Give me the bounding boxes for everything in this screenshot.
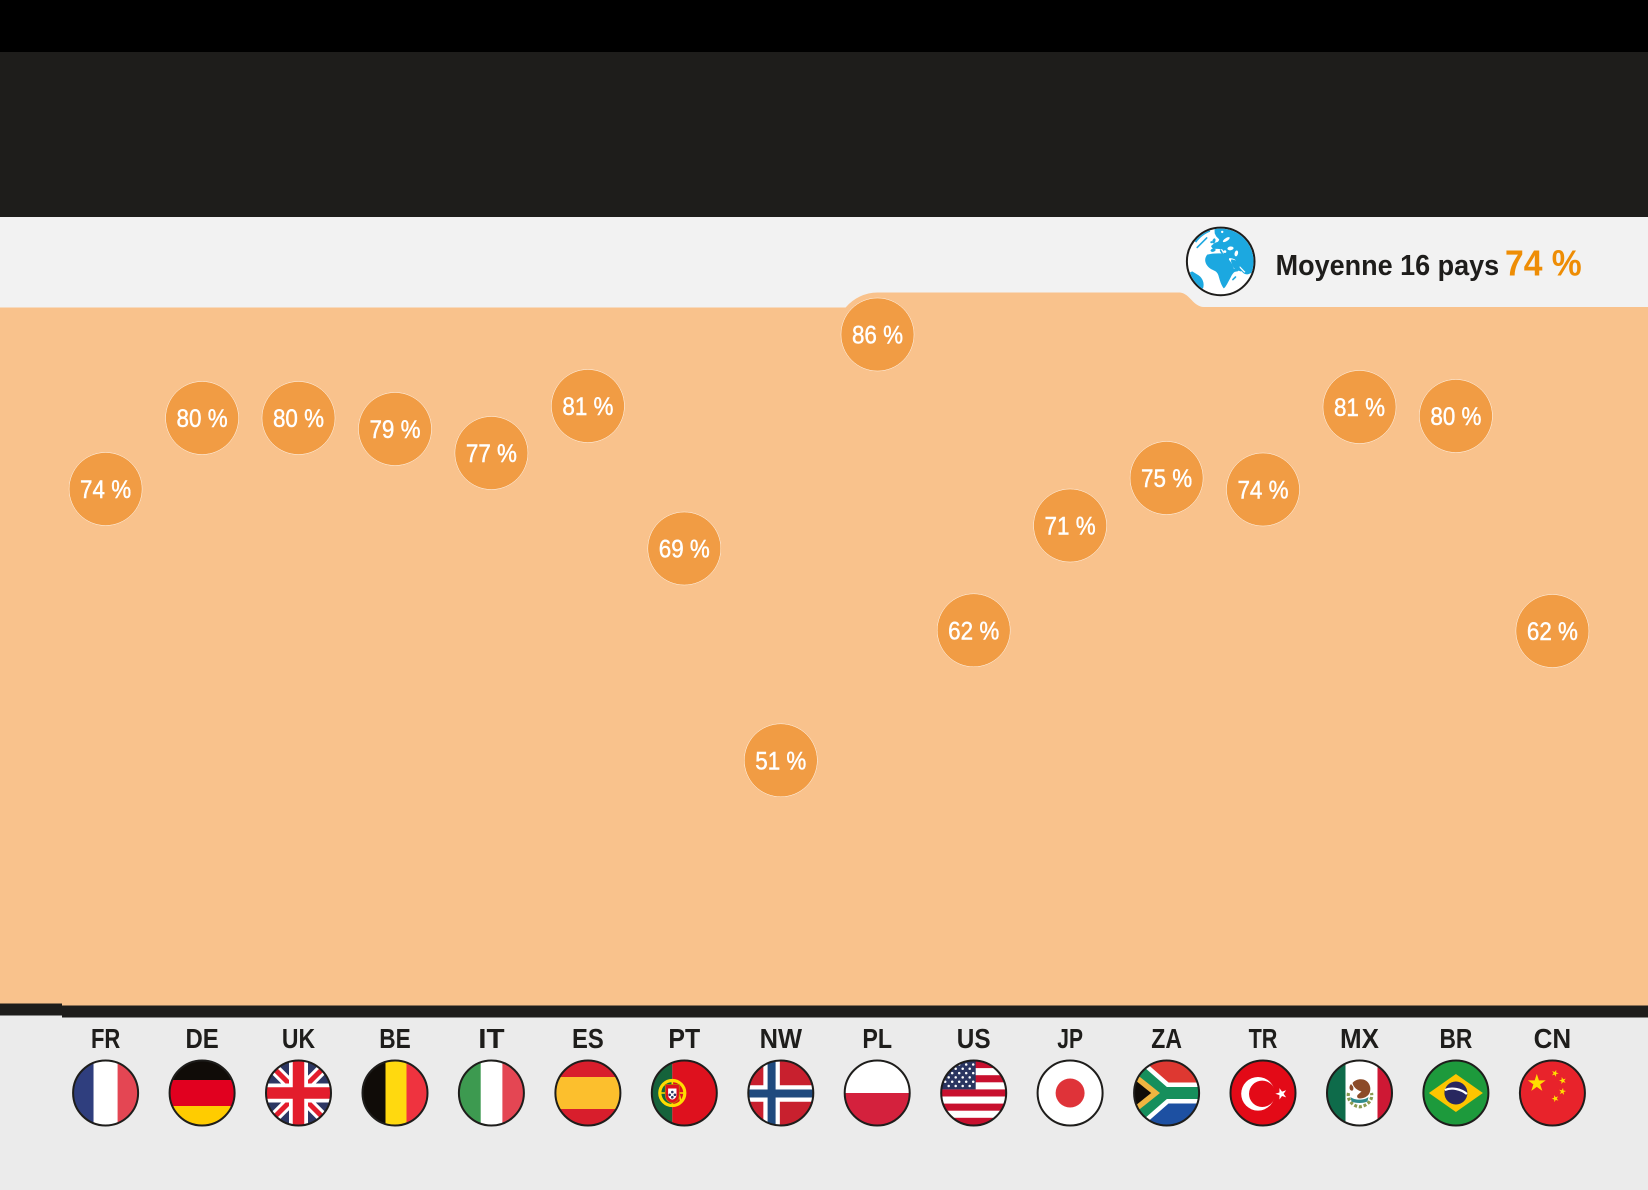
svg-text:IT: IT: [478, 1024, 505, 1055]
svg-text:80 %: 80 %: [1430, 404, 1481, 431]
svg-text:69 %: 69 %: [659, 536, 710, 563]
svg-text:JP: JP: [1057, 1024, 1083, 1054]
svg-text:80 %: 80 %: [273, 406, 324, 433]
svg-text:81 %: 81 %: [562, 394, 613, 421]
svg-text:79 %: 79 %: [369, 417, 420, 444]
svg-text:ZA: ZA: [1151, 1024, 1182, 1054]
svg-text:US: US: [957, 1025, 991, 1055]
svg-text:62 %: 62 %: [948, 618, 999, 645]
svg-text:CN: CN: [1534, 1023, 1572, 1054]
svg-text:77 %: 77 %: [466, 441, 517, 468]
svg-text:PL: PL: [862, 1024, 892, 1054]
svg-text:74 %: 74 %: [1505, 243, 1582, 283]
svg-text:DE: DE: [185, 1025, 218, 1055]
svg-text:PT: PT: [668, 1023, 700, 1054]
svg-text:TR: TR: [1249, 1025, 1278, 1055]
svg-text:81 %: 81 %: [1334, 395, 1385, 422]
svg-text:62 %: 62 %: [1527, 619, 1578, 646]
svg-text:74 %: 74 %: [80, 477, 131, 504]
svg-text:71 %: 71 %: [1045, 513, 1096, 540]
svg-text:74 %: 74 %: [1237, 477, 1288, 504]
svg-text:BE: BE: [379, 1024, 410, 1055]
svg-text:FR: FR: [91, 1025, 120, 1055]
svg-text:86 %: 86 %: [852, 322, 903, 349]
svg-text:ES: ES: [572, 1025, 604, 1055]
svg-text:MX: MX: [1340, 1023, 1379, 1054]
svg-text:NW: NW: [760, 1023, 802, 1054]
svg-text:75 %: 75 %: [1141, 466, 1192, 493]
svg-text:UK: UK: [282, 1024, 316, 1054]
svg-text:51 %: 51 %: [755, 748, 806, 775]
svg-text:Moyenne 16 pays: Moyenne 16 pays: [1276, 249, 1500, 281]
svg-text:BR: BR: [1439, 1024, 1472, 1054]
svg-text:80 %: 80 %: [177, 406, 228, 433]
